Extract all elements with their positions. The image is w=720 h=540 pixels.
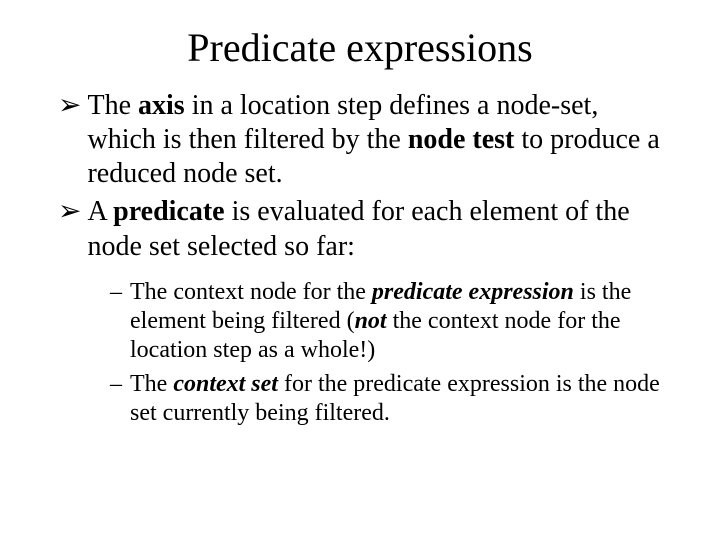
slide: Predicate expressions ➢ The axis in a lo… bbox=[0, 0, 720, 540]
bullet-text: A predicate is evaluated for each elemen… bbox=[87, 195, 670, 263]
bullet-text: The axis in a location step defines a no… bbox=[87, 89, 670, 191]
bullet-marker: ➢ bbox=[58, 195, 81, 229]
bullet-marker: ➢ bbox=[58, 89, 81, 123]
bullet-item: ➢ The axis in a location step defines a … bbox=[58, 89, 670, 191]
subbullet-text: The context node for the predicate expre… bbox=[130, 278, 660, 366]
subbullet-marker: – bbox=[110, 370, 122, 399]
bullet-item: ➢ A predicate is evaluated for each elem… bbox=[58, 195, 670, 263]
bullet-list: ➢ The axis in a location step defines a … bbox=[0, 89, 720, 264]
subbullet-list: – The context node for the predicate exp… bbox=[0, 278, 720, 428]
subbullet-item: – The context set for the predicate expr… bbox=[110, 370, 660, 429]
subbullet-item: – The context node for the predicate exp… bbox=[110, 278, 660, 366]
subbullet-text: The context set for the predicate expres… bbox=[130, 370, 660, 429]
subbullet-marker: – bbox=[110, 278, 122, 307]
slide-title: Predicate expressions bbox=[0, 0, 720, 89]
